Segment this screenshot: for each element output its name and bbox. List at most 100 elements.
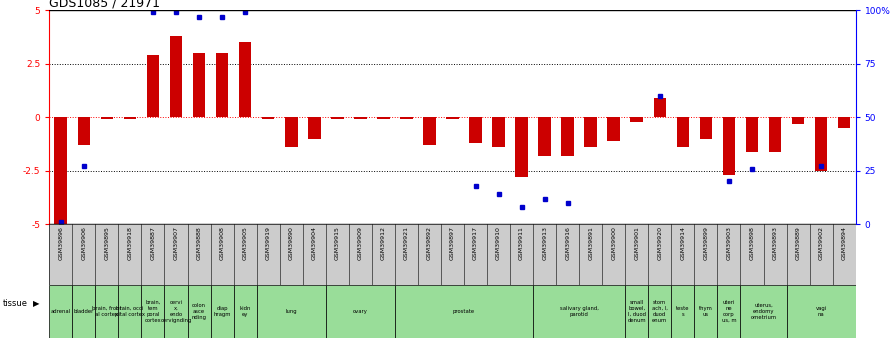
Text: GSM39910: GSM39910 <box>496 226 501 260</box>
Bar <box>607 117 620 141</box>
Text: GSM39904: GSM39904 <box>312 226 317 260</box>
Text: GSM39912: GSM39912 <box>381 226 386 260</box>
Text: GSM39887: GSM39887 <box>151 226 156 260</box>
Text: GSM39902: GSM39902 <box>819 226 823 260</box>
Bar <box>470 117 482 143</box>
Bar <box>308 117 321 139</box>
Bar <box>187 285 211 337</box>
Text: GSM39919: GSM39919 <box>265 226 271 260</box>
Text: GSM39920: GSM39920 <box>658 226 662 260</box>
Text: thym
us: thym us <box>699 306 713 317</box>
Bar <box>262 117 274 119</box>
Bar <box>562 117 574 156</box>
Bar <box>193 53 205 117</box>
Text: GSM39903: GSM39903 <box>727 226 731 260</box>
Bar <box>769 117 781 151</box>
Bar <box>723 117 736 175</box>
Text: GSM39894: GSM39894 <box>841 226 847 260</box>
Text: GSM39905: GSM39905 <box>243 226 247 260</box>
Bar <box>78 117 90 145</box>
Text: tissue: tissue <box>3 299 28 308</box>
Text: GSM39899: GSM39899 <box>703 226 709 260</box>
Bar <box>95 285 118 337</box>
Bar <box>718 285 740 337</box>
Bar <box>216 53 228 117</box>
Text: GSM39907: GSM39907 <box>174 226 178 260</box>
Bar <box>625 285 649 337</box>
Text: GSM39915: GSM39915 <box>335 226 340 260</box>
Bar <box>700 117 712 139</box>
Bar <box>331 117 344 119</box>
Text: GSM39911: GSM39911 <box>519 226 524 260</box>
Text: diap
hragm: diap hragm <box>213 306 231 317</box>
Text: brain,
tem
poral
cortex: brain, tem poral cortex <box>144 300 161 323</box>
Bar <box>256 285 326 337</box>
Text: GSM39906: GSM39906 <box>82 226 86 260</box>
Bar <box>238 42 252 117</box>
Bar <box>676 117 689 147</box>
Text: GSM39890: GSM39890 <box>289 226 294 260</box>
Bar <box>395 285 533 337</box>
Bar <box>671 285 694 337</box>
Bar <box>377 117 390 119</box>
Text: GSM39896: GSM39896 <box>58 226 64 260</box>
Text: uterus,
endomy
ometrium: uterus, endomy ometrium <box>751 303 777 320</box>
Text: GSM39901: GSM39901 <box>634 226 640 260</box>
Bar <box>694 285 718 337</box>
Text: GSM39908: GSM39908 <box>220 226 225 260</box>
Text: GSM39895: GSM39895 <box>104 226 109 260</box>
Text: ovary: ovary <box>353 309 367 314</box>
Text: GSM39914: GSM39914 <box>680 226 685 260</box>
Bar <box>653 98 667 117</box>
Text: colon
asce
nding: colon asce nding <box>192 303 207 320</box>
Bar <box>169 36 183 117</box>
Text: salivary gland,
parotid: salivary gland, parotid <box>560 306 599 317</box>
Text: GSM39916: GSM39916 <box>565 226 570 260</box>
Text: GSM39892: GSM39892 <box>426 226 432 260</box>
Bar <box>787 285 856 337</box>
Text: GDS1085 / 21971: GDS1085 / 21971 <box>49 0 160 9</box>
Bar <box>401 117 413 119</box>
Bar <box>740 285 787 337</box>
Text: GSM39909: GSM39909 <box>358 226 363 260</box>
Bar <box>792 117 805 124</box>
Bar <box>631 117 643 121</box>
Bar <box>533 285 625 337</box>
Text: GSM39891: GSM39891 <box>588 226 593 260</box>
Bar <box>142 285 165 337</box>
Text: bladder: bladder <box>73 309 94 314</box>
Bar <box>124 117 136 119</box>
Bar <box>515 117 528 177</box>
Text: GSM39898: GSM39898 <box>749 226 754 260</box>
Text: small
bowel,
I, duod
denum: small bowel, I, duod denum <box>627 300 646 323</box>
Text: GSM39917: GSM39917 <box>473 226 478 260</box>
Bar <box>649 285 671 337</box>
Text: ▶: ▶ <box>33 299 39 308</box>
Text: brain, front
al cortex: brain, front al cortex <box>92 306 122 317</box>
Bar <box>285 117 297 147</box>
Bar <box>165 285 187 337</box>
Bar <box>838 117 850 128</box>
Bar <box>118 285 142 337</box>
Text: vagi
na: vagi na <box>815 306 827 317</box>
Bar <box>73 285 95 337</box>
Bar <box>745 117 758 151</box>
Text: GSM39913: GSM39913 <box>542 226 547 260</box>
Text: GSM39889: GSM39889 <box>796 226 801 260</box>
Bar <box>55 117 67 224</box>
Text: cervi
x,
endo
cervignding: cervi x, endo cervignding <box>160 300 192 323</box>
Text: adrenal: adrenal <box>51 309 71 314</box>
Bar <box>147 55 159 117</box>
Text: stom
ach, I,
duod
enum: stom ach, I, duod enum <box>652 300 668 323</box>
Text: GSM39897: GSM39897 <box>450 226 455 260</box>
Bar <box>446 117 459 119</box>
Text: GSM39921: GSM39921 <box>404 226 409 260</box>
Text: prostate: prostate <box>453 309 475 314</box>
Bar <box>538 117 551 156</box>
Bar <box>234 285 256 337</box>
Bar <box>211 285 234 337</box>
Bar <box>49 285 73 337</box>
Bar <box>423 117 435 145</box>
Text: GSM39888: GSM39888 <box>196 226 202 260</box>
Text: uteri
ne
corp
us, m: uteri ne corp us, m <box>721 300 737 323</box>
